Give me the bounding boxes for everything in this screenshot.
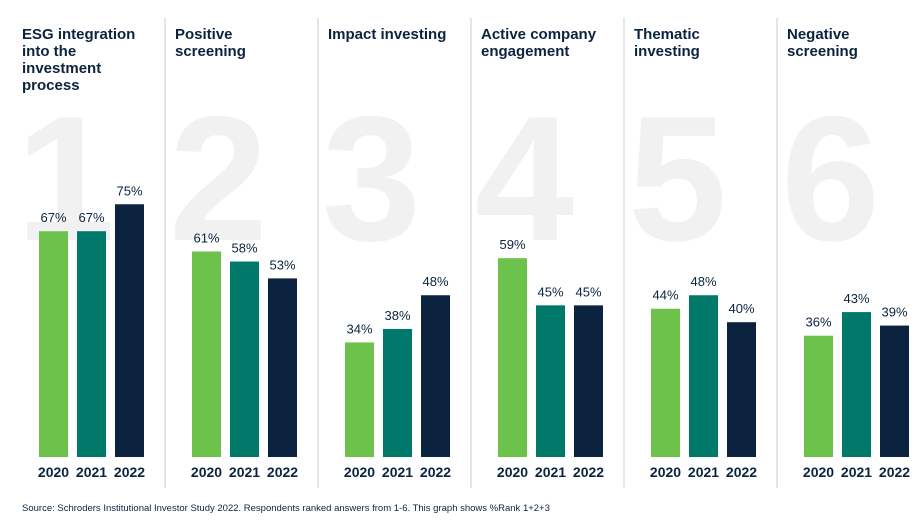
value-label: 67% xyxy=(78,210,104,225)
bar xyxy=(115,204,144,457)
value-label: 48% xyxy=(422,274,448,289)
bar xyxy=(651,308,680,457)
value-label: 58% xyxy=(231,241,257,256)
panel-title: Thematic investing xyxy=(634,26,700,60)
rank-number: 5 xyxy=(628,79,727,278)
x-tick-label: 2020 xyxy=(344,464,375,480)
value-label: 34% xyxy=(346,321,372,336)
bar xyxy=(77,231,106,457)
value-label: 48% xyxy=(690,274,716,289)
x-tick-label: 2020 xyxy=(38,464,69,480)
bar xyxy=(421,295,450,457)
bar xyxy=(689,295,718,457)
value-label: 59% xyxy=(499,237,525,252)
x-tick-label: 2021 xyxy=(76,464,107,480)
bar xyxy=(345,342,374,457)
bar xyxy=(727,322,756,457)
value-label: 67% xyxy=(40,210,66,225)
value-label: 61% xyxy=(193,230,219,245)
value-label: 44% xyxy=(652,288,678,303)
bar xyxy=(880,325,909,457)
bar xyxy=(842,312,871,457)
panel-title: Negative screening xyxy=(787,26,858,60)
value-label: 43% xyxy=(843,291,869,306)
bar xyxy=(574,305,603,457)
panel-title: Active company engagement xyxy=(481,26,597,60)
value-label: 45% xyxy=(537,284,563,299)
value-label: 45% xyxy=(575,284,601,299)
rank-number: 6 xyxy=(781,79,880,278)
value-label: 38% xyxy=(384,308,410,323)
source-note: Source: Schroders Institutional Investor… xyxy=(22,503,550,514)
x-tick-label: 2022 xyxy=(114,464,145,480)
rank-number: 2 xyxy=(169,79,268,278)
x-tick-label: 2020 xyxy=(497,464,528,480)
x-tick-label: 2021 xyxy=(535,464,566,480)
bar xyxy=(383,328,412,457)
panel-title: Impact investing xyxy=(328,26,447,43)
rank-number: 3 xyxy=(322,79,421,278)
value-label: 40% xyxy=(728,301,754,316)
bar xyxy=(192,251,221,457)
bar xyxy=(536,305,565,457)
panel-title: Positive screening xyxy=(175,26,246,60)
value-label: 36% xyxy=(805,315,831,330)
x-tick-label: 2021 xyxy=(841,464,872,480)
x-tick-label: 2022 xyxy=(267,464,298,480)
bar xyxy=(39,231,68,457)
x-tick-label: 2020 xyxy=(650,464,681,480)
x-tick-label: 2021 xyxy=(688,464,719,480)
x-tick-label: 2022 xyxy=(573,464,604,480)
bar xyxy=(804,335,833,457)
rank-number: 4 xyxy=(475,79,574,278)
value-label: 39% xyxy=(881,305,907,320)
bar xyxy=(230,261,259,457)
bar xyxy=(268,278,297,457)
x-tick-label: 2020 xyxy=(191,464,222,480)
x-tick-label: 2020 xyxy=(803,464,834,480)
panel-title: ESG integration into the investment proc… xyxy=(22,26,136,94)
x-tick-label: 2021 xyxy=(229,464,260,480)
x-tick-label: 2022 xyxy=(879,464,910,480)
value-label: 53% xyxy=(269,257,295,272)
value-label: 75% xyxy=(116,183,142,198)
x-tick-label: 2022 xyxy=(420,464,451,480)
bar xyxy=(498,258,527,457)
x-tick-label: 2021 xyxy=(382,464,413,480)
x-tick-label: 2022 xyxy=(726,464,757,480)
